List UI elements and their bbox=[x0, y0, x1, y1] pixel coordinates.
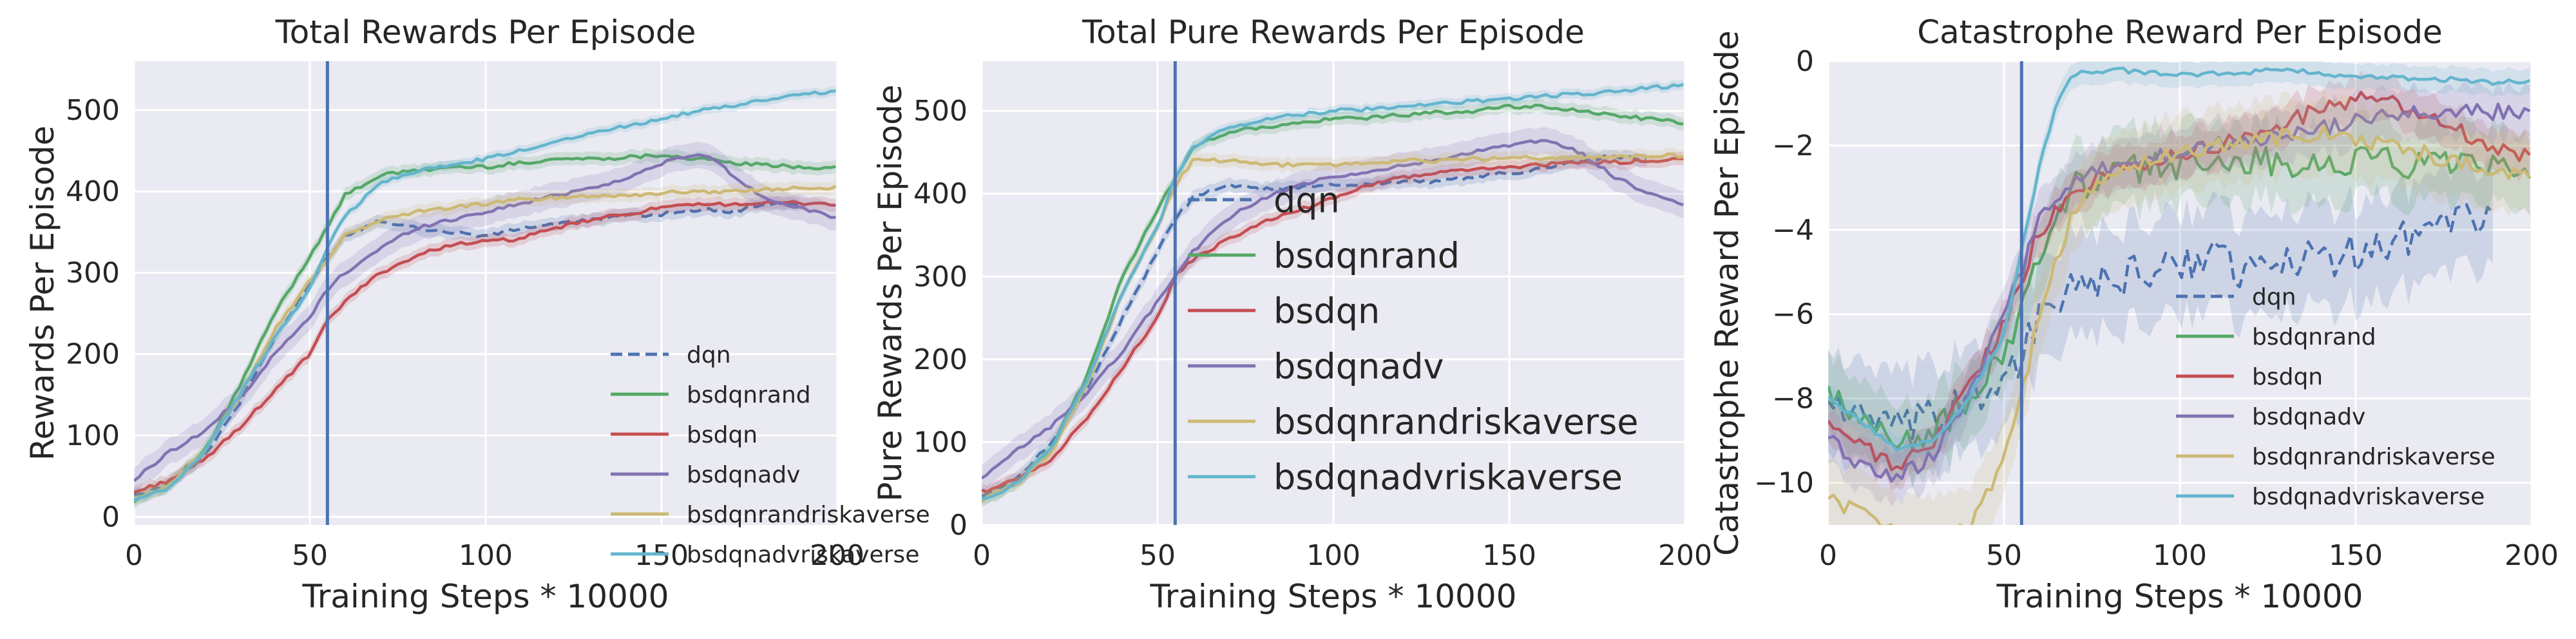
series-line-bsdqnadv bbox=[1828, 102, 2531, 483]
legend-label: bsdqn bbox=[2252, 364, 2323, 390]
legend-label: bsdqnadv bbox=[2252, 404, 2365, 430]
x-tick-label: 50 bbox=[1986, 539, 2022, 572]
chart-title: Total Pure Rewards Per Episode bbox=[1082, 14, 1585, 51]
y-tick-label: 200 bbox=[913, 343, 968, 376]
y-tick-label: 300 bbox=[66, 256, 120, 289]
series-band-dqn bbox=[1828, 153, 2493, 490]
x-tick-label: 0 bbox=[1819, 539, 1837, 572]
y-tick-label: −10 bbox=[1754, 467, 1814, 500]
y-tick-label: 400 bbox=[66, 175, 120, 208]
series-group bbox=[982, 79, 1684, 508]
series-group bbox=[134, 86, 837, 509]
series-line-bsdqnadvriskaverse bbox=[134, 89, 836, 502]
x-tick-label: 200 bbox=[810, 539, 864, 572]
x-tick-label: 200 bbox=[1658, 539, 1712, 572]
legend-label: dqn bbox=[687, 342, 731, 368]
x-tick-label: 100 bbox=[1306, 539, 1360, 572]
series-group bbox=[1828, 61, 2532, 525]
series-line-bsdqnrand bbox=[134, 153, 836, 504]
legend-label: dqn bbox=[1274, 180, 1340, 220]
series-line-bsdqn bbox=[982, 157, 1684, 493]
y-tick-label: −4 bbox=[1772, 214, 1814, 247]
y-tick-label: 300 bbox=[913, 260, 968, 293]
chart-panel-2: 0 50 100 150 200 0 100 200 300 400 500 dqn bsdqnrand… bbox=[872, 14, 1712, 615]
legend-label: bsdqnrand bbox=[687, 382, 811, 408]
series-line-bsdqnrand bbox=[1828, 146, 2532, 450]
series-line-dqn bbox=[982, 154, 1647, 498]
y-axis-label: Rewards Per Episode bbox=[24, 126, 61, 461]
series-line-bsdqnadvriskaverse bbox=[1828, 66, 2531, 452]
y-tick-label: 0 bbox=[1796, 45, 1814, 78]
series-line-bsdqnrandriskaverse bbox=[1828, 124, 2532, 525]
x-tick-label: 150 bbox=[2329, 539, 2383, 572]
series-band-bsdqnrandriskaverse bbox=[1828, 88, 2530, 525]
chart-title: Catastrophe Reward Per Episode bbox=[1917, 14, 2443, 51]
y-tick-label: −2 bbox=[1772, 129, 1814, 162]
legend-label: bsdqn bbox=[1274, 291, 1380, 331]
series-line-bsdqnadv bbox=[134, 153, 836, 482]
x-axis-label: Training Steps * 10000 bbox=[1150, 578, 1517, 615]
legend-label: bsdqnadv bbox=[1274, 346, 1444, 386]
series-band-bsdqnrand bbox=[1828, 109, 2530, 487]
y-tick-label: 500 bbox=[913, 95, 968, 128]
y-tick-label: 200 bbox=[66, 338, 120, 371]
x-tick-label: 0 bbox=[125, 539, 143, 572]
x-tick-label: 100 bbox=[2153, 539, 2207, 572]
legend-label: bsdqnrandriskaverse bbox=[2252, 444, 2495, 470]
y-axis-label: Pure Rewards Per Episode bbox=[872, 84, 909, 501]
y-tick-label: 100 bbox=[913, 426, 968, 459]
series-line-bsdqnadv bbox=[982, 138, 1684, 480]
series-line-bsdqn bbox=[134, 200, 836, 494]
chart-panel-1: 0 50 100 150 2000100200300400500dqnbsdqnrand… bbox=[24, 14, 930, 615]
series-band-bsdqnadv bbox=[1828, 79, 2530, 507]
x-tick-label: 200 bbox=[2504, 539, 2559, 572]
x-tick-label: 50 bbox=[292, 539, 328, 572]
legend-label: bsdqnadvriskaverse bbox=[687, 542, 919, 568]
y-tick-label: 400 bbox=[913, 178, 968, 211]
series-band-bsdqn bbox=[982, 151, 1684, 499]
series-line-bsdqnadvriskaverse bbox=[982, 83, 1684, 500]
legend-label: bsdqnadvriskaverse bbox=[2252, 484, 2485, 510]
y-tick-label: 0 bbox=[949, 509, 968, 542]
x-axis-label: Training Steps * 10000 bbox=[1996, 578, 2363, 615]
legend-label: bsdqn bbox=[687, 422, 758, 448]
legend-label: bsdqnrandriskaverse bbox=[1274, 401, 1638, 442]
y-tick-label: −6 bbox=[1772, 298, 1814, 331]
x-tick-label: 50 bbox=[1140, 539, 1176, 572]
series-line-bsdqnrand bbox=[982, 103, 1684, 502]
legend-label: bsdqnadvriskaverse bbox=[1274, 457, 1623, 497]
y-tick-label: 500 bbox=[66, 94, 120, 127]
legend-label: bsdqnrandriskaverse bbox=[687, 502, 930, 528]
x-tick-label: 150 bbox=[1482, 539, 1536, 572]
y-axis-label: Catastrophe Reward Per Episode bbox=[1708, 30, 1746, 556]
legend-label: dqn bbox=[2252, 284, 2296, 310]
chart-panel-3: 0 50 100 150 200 0 −2 −4 −6 −8 −10 dqn bsdqnrand bsdq… bbox=[1708, 14, 2559, 615]
legend-label: bsdqnrand bbox=[2252, 324, 2376, 350]
y-tick-label: 0 bbox=[102, 501, 120, 533]
chart-title: Total Rewards Per Episode bbox=[275, 14, 696, 51]
x-tick-label: 100 bbox=[459, 539, 513, 572]
x-axis-label: Training Steps * 10000 bbox=[302, 578, 669, 615]
legend-label: bsdqnadv bbox=[687, 462, 800, 488]
y-tick-label: 100 bbox=[66, 419, 120, 452]
x-tick-label: 0 bbox=[973, 539, 991, 572]
y-tick-label: −8 bbox=[1772, 383, 1814, 415]
legend-label: bsdqnrand bbox=[1274, 235, 1460, 276]
